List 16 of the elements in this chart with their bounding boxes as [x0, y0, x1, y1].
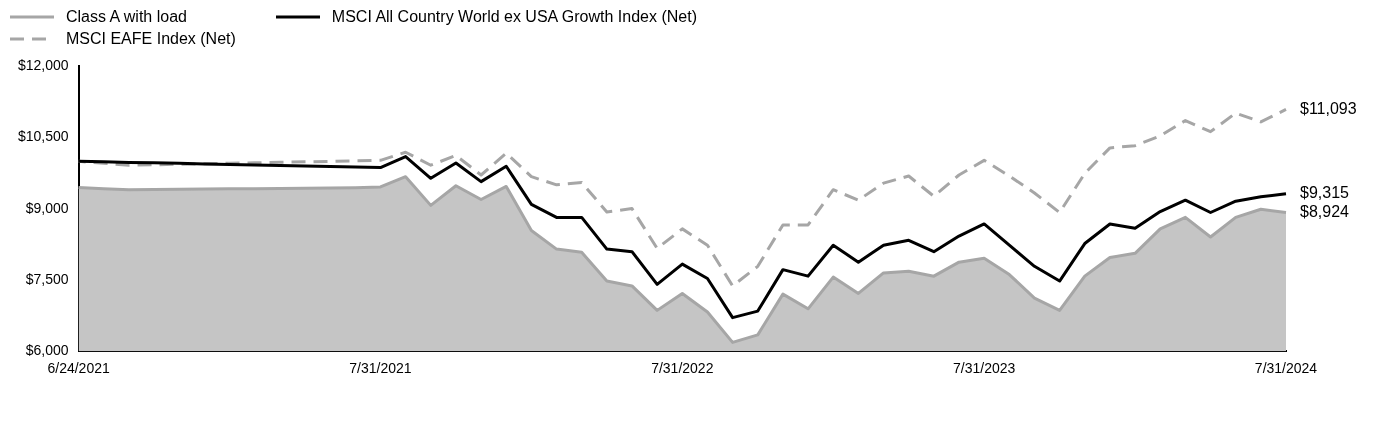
y-tick-label: $12,000 — [18, 57, 69, 74]
x-tick-label: 7/31/2024 — [1254, 360, 1318, 377]
y-tick-label: $10,500 — [18, 128, 69, 145]
y-tick-label: $6,000 — [25, 342, 69, 359]
x-tick-label: 7/31/2022 — [651, 360, 714, 377]
legend-label: MSCI All Country World ex USA Growth Index (Net) — [331, 8, 697, 26]
x-tick-label: 7/31/2021 — [349, 360, 412, 377]
data-label: $9,315 — [1300, 184, 1350, 202]
x-tick-label: 7/31/2023 — [953, 360, 1016, 377]
data-label: $8,924 — [1300, 202, 1350, 220]
y-tick-label: $7,500 — [25, 270, 69, 287]
y-tick-label: $9,000 — [25, 199, 69, 216]
legend-label: MSCI EAFE Index (Net) — [66, 30, 236, 48]
legend-label: Class A with load — [66, 8, 187, 26]
x-tick-label: 6/24/2021 — [47, 360, 110, 377]
data-label: $11,093 — [1300, 99, 1357, 117]
